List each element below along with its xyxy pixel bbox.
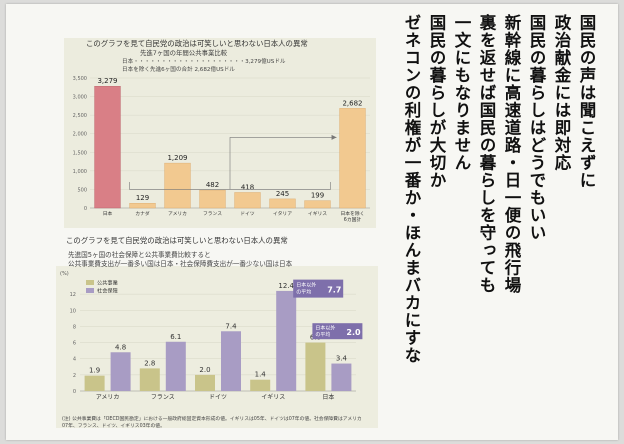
poem-line-6: 一文にもなりません	[452, 14, 471, 172]
chart1-arrow-head	[331, 134, 337, 140]
poem-line-2: 政治献金には即対応	[552, 14, 571, 172]
chart1-subtitle: 先進7ヶ国の年間公共事業比較	[140, 49, 228, 57]
chart1-category-label: ドイツ	[240, 212, 255, 217]
chart2-footnote: (注) 公共事業費は「OECD国民勘定」における一般政府総固定資本形成の値。イギ…	[62, 417, 362, 429]
poem-line-8: ゼネコンの利権が一番か・ほんまバカにすな	[402, 14, 421, 364]
chart2-callout-label: の平均	[296, 289, 311, 296]
chart2-value-label: 2.0	[199, 366, 210, 374]
chart2-callout-box	[293, 279, 344, 298]
chart2-value-label: 6.1	[170, 333, 181, 341]
chart1-value-label: 1,209	[167, 154, 187, 162]
chart1-category-label: イギリス	[308, 211, 327, 217]
chart2-value-label: 1.9	[89, 367, 100, 375]
chart2-callout-label: 日本以外	[296, 282, 316, 289]
chart2-bar-public	[250, 379, 271, 391]
chart1-value-label: 418	[241, 183, 254, 191]
chart2-category-label: アメリカ	[96, 394, 120, 401]
chart1-ytick-label: 2,000	[73, 132, 87, 138]
chart1-bar	[339, 108, 366, 209]
poem-line-7: 国民の暮らしが大切か	[427, 14, 446, 189]
chart2-bar-social	[276, 290, 297, 391]
chart2-value-label: 12.4	[278, 282, 294, 290]
poem-line-1: 国民の声は聞こえずに	[577, 14, 596, 189]
chart2-value-label: 2.8	[144, 359, 155, 367]
chart2-ytick-label: 8	[73, 324, 76, 330]
poem-line-5: 裏を返せば国民の暮らしを守っても	[477, 14, 496, 294]
chart2-callout-label: の平均	[315, 331, 330, 338]
chart2-bar-public	[84, 375, 105, 391]
chart1-ytick-label: 1,000	[73, 169, 87, 175]
chart2-bar-public	[305, 342, 326, 391]
poem-line-4: 新幹線に高速道路・日一便の飛行場	[502, 14, 521, 294]
chart2-subtitle-line-1: 先進国5ヶ国の社会保障と公共事業費比較すると	[68, 251, 211, 259]
chart2-ytick-label: 10	[70, 308, 76, 314]
chart1-note-1: 日本・・・・・・・・・・・・・・・・・・・・3,279億USドル	[122, 59, 286, 65]
chart2-value-label: 4.8	[115, 343, 126, 351]
paper-page: このグラフを見て自民党の政治は可笑しいと思わない日本人の異常 先進7ヶ国の年間公…	[6, 4, 618, 440]
chart2-bar-social	[221, 331, 241, 391]
chart1-category-label: イタリア	[273, 210, 292, 217]
chart2-bar-social	[331, 363, 352, 391]
chart1-plot: 3,500 3,000 2,500 2,000 1,500 1,000 500 0 3,279 日…	[73, 76, 370, 223]
chart1-category-label: 日本	[103, 210, 113, 217]
chart2-subtitle-line-2: 公共事業費支出が一番多い国は日本・社会保障費支出が一番少ない国は日本	[68, 260, 293, 268]
chart1-arrow-line	[229, 137, 337, 190]
chart2-unit-label: (%)	[60, 271, 69, 277]
chart1-note-2: 日本を除く先進6ヶ国の合計 2,682億USドル	[122, 67, 235, 73]
chart2-bar-public	[139, 368, 160, 391]
chart2-callout-value: 2.0	[346, 328, 361, 337]
chart1-ytick-label: 2,500	[73, 113, 87, 119]
chart1-bracket	[129, 182, 331, 190]
chart1-ytick-label: 3,500	[73, 76, 87, 82]
chart1-value-label: 2,682	[342, 99, 362, 107]
chart1-bar	[269, 198, 296, 209]
chart1-category-label: 日本を除く	[341, 210, 365, 217]
chart2-ytick-label: 2	[73, 373, 76, 379]
chart2-legend-swatch	[86, 288, 94, 293]
chart2-value-label: 1.4	[255, 371, 267, 379]
chart2-callout-value: 7.7	[327, 286, 341, 295]
chart1-ytick-label: 0	[84, 206, 87, 212]
chart1-ytick-label: 3,000	[73, 95, 87, 101]
chart1-bar	[234, 192, 261, 209]
chart1-value-label: 245	[276, 190, 289, 198]
chart1-value-label: 482	[206, 181, 219, 189]
chart1-bar	[199, 189, 226, 209]
chart1-bar	[94, 86, 121, 209]
chart2-value-label: 3.4	[336, 355, 348, 363]
chart2-callout-label: 日本以外	[315, 325, 335, 332]
chart2-bar-social	[165, 341, 186, 391]
chart2-callout-box	[312, 323, 363, 340]
chart1-category-label: カナダ	[135, 210, 150, 217]
chart2-category-label: イギリス	[261, 394, 285, 401]
chart1-category-label: フランス	[203, 211, 222, 217]
chart2-ytick-label: 4	[73, 357, 76, 363]
chart1-value-label: 199	[311, 192, 324, 200]
chart1-bar	[164, 162, 191, 209]
chart1-bar	[304, 200, 331, 209]
chart1-value-label: 129	[136, 194, 149, 202]
chart1-category-label: アメリカ	[168, 211, 187, 217]
chart2-ytick-label: 12	[70, 292, 76, 298]
chart2-title: このグラフを見て自民党の政治は可笑しいと思わない日本人の異常	[66, 236, 288, 245]
chart1-ytick-label: 500	[77, 187, 87, 193]
chart1-ytick-label: 1,500	[73, 150, 87, 156]
chart1-category-label: 6カ国計	[344, 216, 362, 223]
chart1-value-label: 3,279	[97, 77, 117, 85]
chart2-category-label: 日本	[322, 393, 334, 401]
chart2-ytick-label: 0	[73, 389, 76, 395]
chart2-ytick-label: 6	[73, 341, 76, 347]
chart2-bar-public	[195, 374, 215, 391]
chart2-bar-social	[110, 352, 131, 391]
chart2-value-label: 7.4	[225, 322, 237, 330]
chart2-category-label: フランス	[151, 394, 175, 401]
chart1-bar	[129, 203, 156, 209]
chart2-category-label: ドイツ	[209, 394, 227, 401]
chart1-title: このグラフを見て自民党の政治は可笑しいと思わない日本人の異常	[86, 39, 308, 48]
poem-line-3: 国民の暮らしはどうでもいい	[527, 14, 546, 242]
chart2-legend-swatch	[86, 280, 94, 285]
chart2-legend-label: 公共事業	[97, 279, 118, 287]
chart2-legend-label: 社会保障	[97, 287, 118, 295]
